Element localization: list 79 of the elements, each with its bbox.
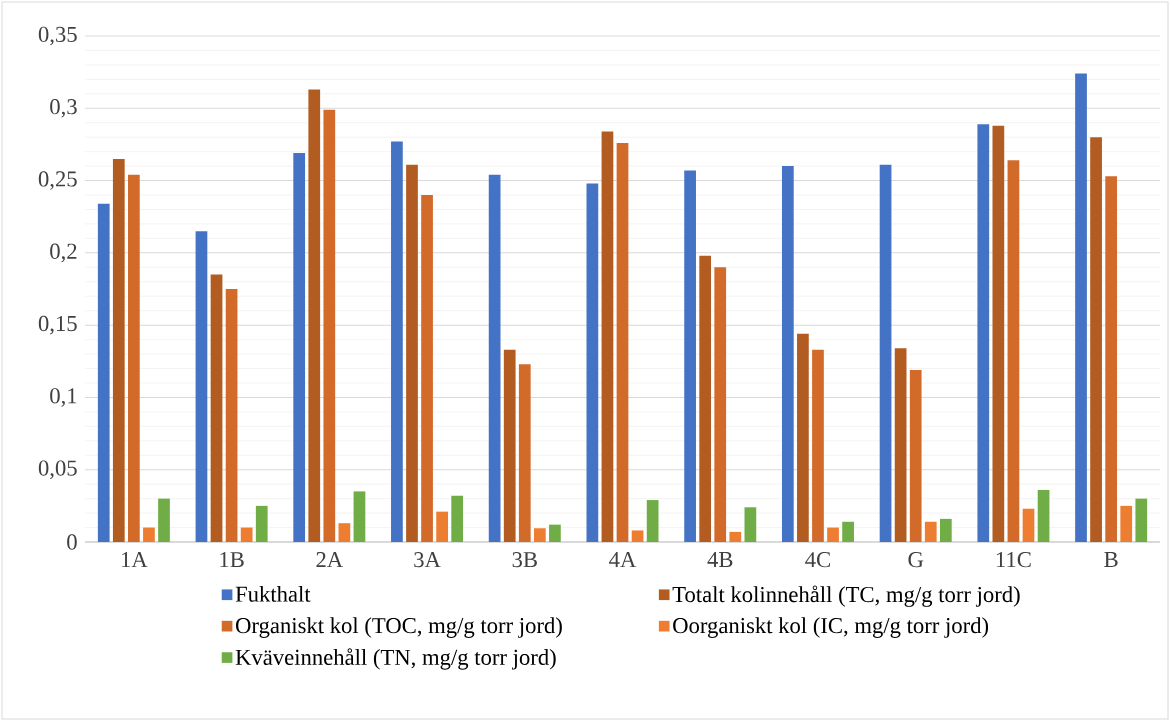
bar (1022, 508, 1035, 542)
bar (924, 521, 937, 542)
x-tick-label: 1B (220, 552, 244, 568)
bar (1105, 176, 1118, 542)
x-tick-label: 4C (805, 552, 830, 568)
y-tick-label: 0,2 (50, 243, 77, 263)
bar (586, 183, 599, 542)
bar (1090, 137, 1102, 542)
legend-label: Oorganiskt kol (IC, mg/g torr jord) (673, 617, 989, 638)
bar (549, 524, 561, 542)
legend-label: Organiskt kol (TOC, mg/g torr jord) (235, 617, 562, 638)
bar (353, 491, 366, 542)
bar (503, 349, 516, 542)
y-tick-label: 0,05 (38, 460, 77, 479)
bar (1120, 505, 1133, 542)
bar (797, 333, 809, 542)
y-tick-label: 0,25 (38, 171, 77, 190)
bar (939, 518, 952, 542)
bar (338, 523, 351, 542)
bar (240, 527, 253, 542)
bar (1007, 160, 1020, 542)
bar (323, 109, 336, 542)
bar (488, 174, 501, 542)
x-tick-label: 11C (996, 552, 1031, 568)
legend-label: Kväveinnehåll (TN, mg/g torr jord) (235, 648, 556, 670)
y-tick-label: 0,1 (50, 388, 77, 407)
bar (195, 231, 208, 542)
bar (308, 89, 321, 542)
y-tick-label: 0,35 (38, 26, 77, 46)
bar (451, 495, 464, 542)
x-tick-label: 4A (609, 552, 637, 568)
bar (744, 507, 757, 542)
y-tick-label: 0,3 (50, 99, 77, 118)
x-tick-label: 4B (707, 552, 733, 568)
bar (391, 141, 403, 542)
bar (158, 498, 170, 542)
bar (827, 527, 839, 542)
bar (143, 527, 155, 542)
bar (112, 158, 125, 542)
bar (1135, 498, 1148, 542)
bar (1075, 73, 1087, 542)
bar (992, 125, 1005, 542)
bar (977, 124, 990, 542)
bar (714, 267, 727, 542)
x-tick-label: G (908, 552, 924, 568)
bar (894, 348, 907, 542)
bar (406, 164, 418, 542)
y-tick-label: 0,15 (38, 315, 77, 335)
bar (533, 528, 546, 542)
bar (631, 530, 644, 542)
bar (255, 505, 268, 542)
x-tick-label: 2A (316, 552, 344, 568)
x-tick-label: 3A (414, 552, 441, 568)
bar (646, 500, 659, 542)
bar (812, 349, 824, 542)
bar (616, 142, 629, 542)
bar (909, 369, 922, 542)
bar (781, 166, 794, 542)
bar (729, 531, 742, 542)
x-tick-label: 1A (122, 552, 148, 568)
y-tick-label: 0 (67, 534, 77, 550)
bar (518, 364, 531, 542)
bar (1037, 489, 1050, 542)
bar (436, 511, 448, 542)
bar (879, 164, 892, 542)
bar (421, 195, 433, 542)
bar (684, 170, 696, 542)
bar (128, 174, 140, 542)
bar (699, 255, 712, 542)
legend-label: Totalt kolinnehåll (TC, mg/g torr jord) (672, 585, 1020, 607)
bar (293, 153, 306, 542)
legend-label: Fukthalt (235, 585, 311, 602)
x-tick-label: B (1104, 552, 1118, 567)
bar (97, 203, 110, 542)
bar (225, 289, 238, 542)
bar (842, 521, 854, 542)
bar (210, 274, 223, 542)
bar (601, 131, 614, 542)
x-tick-label: 3B (512, 552, 537, 568)
